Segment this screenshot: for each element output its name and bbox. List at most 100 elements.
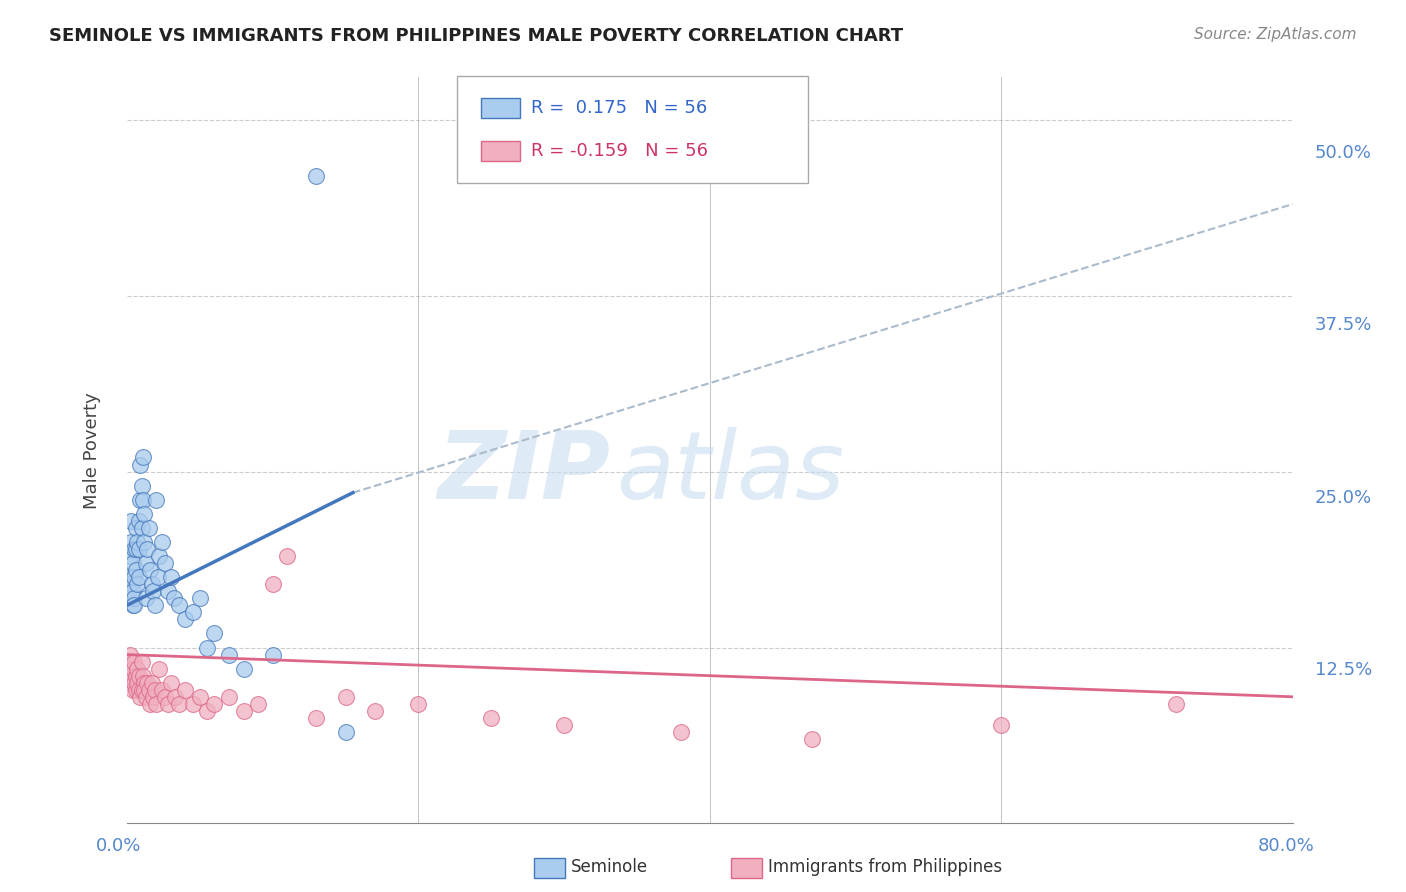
- Point: [131, 521, 153, 535]
- Point: [118, 570, 141, 584]
- Point: [150, 682, 173, 697]
- Point: [247, 697, 270, 711]
- Point: [232, 704, 254, 718]
- Text: SEMINOLE VS IMMIGRANTS FROM PHILIPPINES MALE POVERTY CORRELATION CHART: SEMINOLE VS IMMIGRANTS FROM PHILIPPINES …: [49, 27, 903, 45]
- Point: [169, 697, 191, 711]
- Point: [335, 725, 357, 739]
- Point: [162, 591, 184, 606]
- Point: [128, 668, 150, 682]
- Point: [135, 690, 157, 704]
- Point: [129, 458, 152, 472]
- Point: [181, 605, 204, 619]
- Point: [124, 599, 146, 613]
- Point: [121, 599, 143, 613]
- Point: [120, 514, 142, 528]
- Point: [124, 655, 146, 669]
- Point: [134, 535, 156, 549]
- Point: [145, 697, 167, 711]
- Text: 50.0%: 50.0%: [1315, 144, 1371, 162]
- Point: [479, 711, 502, 725]
- Text: ZIP: ZIP: [437, 427, 610, 519]
- Point: [135, 556, 157, 570]
- Point: [195, 704, 218, 718]
- Point: [134, 675, 156, 690]
- Point: [129, 690, 152, 704]
- Point: [128, 541, 150, 556]
- Point: [124, 591, 146, 606]
- Point: [169, 599, 191, 613]
- Point: [159, 675, 181, 690]
- Point: [120, 655, 142, 669]
- Point: [125, 668, 148, 682]
- Point: [125, 563, 148, 577]
- Point: [363, 704, 385, 718]
- Point: [188, 690, 211, 704]
- Point: [128, 570, 150, 584]
- Point: [124, 570, 146, 584]
- Point: [118, 648, 141, 662]
- Point: [132, 492, 155, 507]
- Point: [156, 697, 179, 711]
- Point: [174, 682, 197, 697]
- Point: [138, 682, 160, 697]
- Point: [262, 577, 284, 591]
- Point: [128, 514, 150, 528]
- Point: [121, 556, 143, 570]
- Point: [335, 690, 357, 704]
- Point: [276, 549, 298, 563]
- Text: R =  0.175   N = 56: R = 0.175 N = 56: [531, 99, 707, 117]
- Point: [800, 732, 823, 747]
- Point: [120, 535, 142, 549]
- Text: Seminole: Seminole: [571, 858, 648, 876]
- Text: Male Poverty: Male Poverty: [83, 392, 101, 508]
- Point: [181, 697, 204, 711]
- Point: [132, 668, 155, 682]
- Point: [142, 584, 165, 599]
- Point: [117, 662, 139, 676]
- Point: [150, 535, 173, 549]
- Point: [127, 662, 149, 676]
- Point: [135, 591, 157, 606]
- Text: Immigrants from Philippines: Immigrants from Philippines: [768, 858, 1002, 876]
- Point: [148, 549, 170, 563]
- Point: [125, 541, 148, 556]
- Point: [134, 682, 156, 697]
- Point: [188, 591, 211, 606]
- Text: Source: ZipAtlas.com: Source: ZipAtlas.com: [1194, 27, 1357, 42]
- Point: [195, 640, 218, 655]
- Point: [127, 675, 149, 690]
- Point: [131, 478, 153, 492]
- Point: [118, 675, 141, 690]
- Point: [1164, 697, 1187, 711]
- Point: [553, 718, 575, 732]
- Text: 80.0%: 80.0%: [1258, 837, 1315, 855]
- Point: [134, 507, 156, 521]
- Point: [990, 718, 1012, 732]
- Point: [142, 690, 165, 704]
- Point: [129, 492, 152, 507]
- Point: [408, 697, 430, 711]
- Point: [120, 668, 142, 682]
- Point: [132, 450, 155, 465]
- Point: [127, 577, 149, 591]
- Point: [218, 648, 240, 662]
- Point: [153, 690, 176, 704]
- Point: [153, 556, 176, 570]
- Point: [218, 690, 240, 704]
- Point: [139, 563, 162, 577]
- Point: [141, 675, 163, 690]
- Point: [232, 662, 254, 676]
- Point: [139, 697, 162, 711]
- Text: 12.5%: 12.5%: [1315, 662, 1372, 680]
- Point: [138, 521, 160, 535]
- Point: [131, 655, 153, 669]
- Point: [148, 662, 170, 676]
- Point: [669, 725, 692, 739]
- Point: [124, 675, 146, 690]
- Point: [143, 599, 166, 613]
- Point: [131, 682, 153, 697]
- Text: atlas: atlas: [617, 427, 845, 518]
- Point: [120, 577, 142, 591]
- Point: [125, 521, 148, 535]
- Point: [121, 662, 143, 676]
